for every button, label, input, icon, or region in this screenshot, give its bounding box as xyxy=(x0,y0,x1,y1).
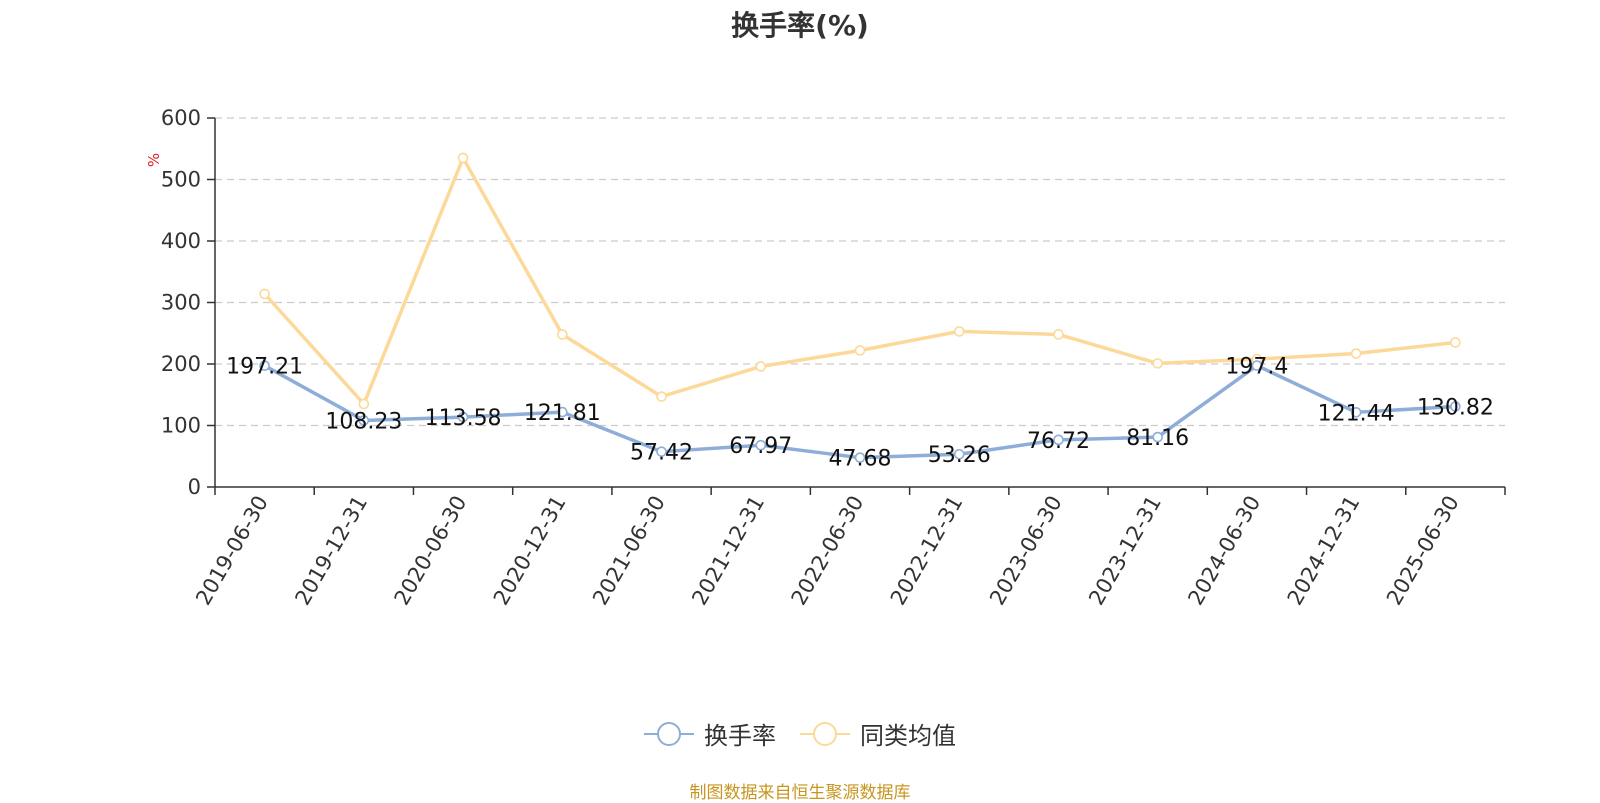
y-tick-label-100: 100 xyxy=(161,414,201,438)
x-tick-label-2021-06-30: 2021-06-30 xyxy=(588,492,670,610)
legend-label-peer-average: 同类均值 xyxy=(860,722,956,750)
x-tick-label-2024-06-30: 2024-06-30 xyxy=(1183,492,1265,610)
chart-title: 换手率(%) xyxy=(731,9,869,42)
data-label-0-7: 53.26 xyxy=(928,443,991,468)
x-tick-label-2020-06-30: 2020-06-30 xyxy=(390,492,472,610)
y-tick-label-600: 600 xyxy=(161,106,201,130)
point-1-12 xyxy=(1450,337,1461,348)
x-tick-label-2019-12-31: 2019-12-31 xyxy=(290,492,372,610)
legend-marker-turnover xyxy=(644,721,694,747)
data-label-0-2: 113.58 xyxy=(425,406,502,431)
data-label-0-11: 121.44 xyxy=(1318,401,1395,426)
grid-lines xyxy=(215,117,1505,427)
point-1-5 xyxy=(755,361,767,372)
x-tick-label-2021-12-31: 2021-12-31 xyxy=(687,492,769,610)
x-tick-label-2022-06-30: 2022-06-30 xyxy=(787,492,869,610)
source-note: 制图数据来自恒生聚源数据库 xyxy=(689,783,911,803)
point-1-3 xyxy=(557,329,568,340)
point-0-12 xyxy=(1450,401,1461,412)
point-0-1 xyxy=(358,415,370,426)
point-1-7 xyxy=(953,326,965,337)
x-tick-label-2020-12-31: 2020-12-31 xyxy=(489,492,571,610)
data-label-0-1: 108.23 xyxy=(325,409,402,434)
point-0-4 xyxy=(656,446,667,457)
point-0-2 xyxy=(457,411,469,423)
point-1-8 xyxy=(1053,329,1064,340)
legend-item-turnover[interactable]: 换手率 xyxy=(644,716,776,751)
y-tick-label-300: 300 xyxy=(161,291,201,315)
point-0-9 xyxy=(1152,431,1163,443)
point-1-9 xyxy=(1152,358,1163,369)
point-1-0 xyxy=(259,288,270,300)
y-axis-unit-label: % xyxy=(145,153,163,167)
point-1-2 xyxy=(457,152,469,164)
point-0-11 xyxy=(1350,407,1362,418)
data-labels: 197.21 108.23 113.58 121.81 57.42 67.97 47.68 5… xyxy=(226,355,1494,472)
series-lines xyxy=(259,152,1461,463)
data-label-0-9: 81.16 xyxy=(1126,426,1189,451)
point-0-10 xyxy=(1251,360,1263,371)
data-label-0-0: 197.21 xyxy=(226,355,303,380)
y-tick-label-0: 0 xyxy=(188,475,201,499)
data-label-0-6: 47.68 xyxy=(829,447,892,472)
data-label-0-4: 57.42 xyxy=(630,441,693,466)
data-label-0-5: 67.97 xyxy=(729,434,792,459)
data-label-0-3: 121.81 xyxy=(524,401,601,426)
legend: 换手率 同类均值 xyxy=(0,716,1600,751)
point-1-4 xyxy=(656,391,667,402)
legend-marker-peer-average xyxy=(800,721,850,747)
point-1-1 xyxy=(358,398,370,410)
y-tick-label-200: 200 xyxy=(161,352,201,376)
legend-item-peer-average[interactable]: 同类均值 xyxy=(800,716,956,751)
point-0-3 xyxy=(557,406,568,418)
point-0-0 xyxy=(259,360,270,372)
x-tick-label-2023-12-31: 2023-12-31 xyxy=(1084,492,1166,610)
x-tick-label-2025-06-30: 2025-06-30 xyxy=(1382,492,1464,610)
point-0-8 xyxy=(1053,434,1064,446)
y-tick-label-400: 400 xyxy=(161,229,201,253)
data-label-0-8: 76.72 xyxy=(1027,429,1090,454)
x-tick-label-2019-06-30: 2019-06-30 xyxy=(191,492,273,610)
data-label-0-12: 130.82 xyxy=(1417,396,1494,421)
y-tick-label-500: 500 xyxy=(161,168,201,192)
legend-label-turnover: 换手率 xyxy=(704,722,776,750)
point-0-5 xyxy=(755,439,767,451)
point-0-6 xyxy=(854,452,866,463)
data-label-0-10: 197.4 xyxy=(1225,355,1288,380)
x-tick-label-2024-12-31: 2024-12-31 xyxy=(1283,492,1365,610)
point-0-7 xyxy=(953,448,965,460)
x-tick-label-2022-12-31: 2022-12-31 xyxy=(886,492,968,610)
x-tick-label-2023-06-30: 2023-06-30 xyxy=(985,492,1067,610)
point-1-11 xyxy=(1350,348,1362,359)
point-1-6 xyxy=(854,345,866,356)
